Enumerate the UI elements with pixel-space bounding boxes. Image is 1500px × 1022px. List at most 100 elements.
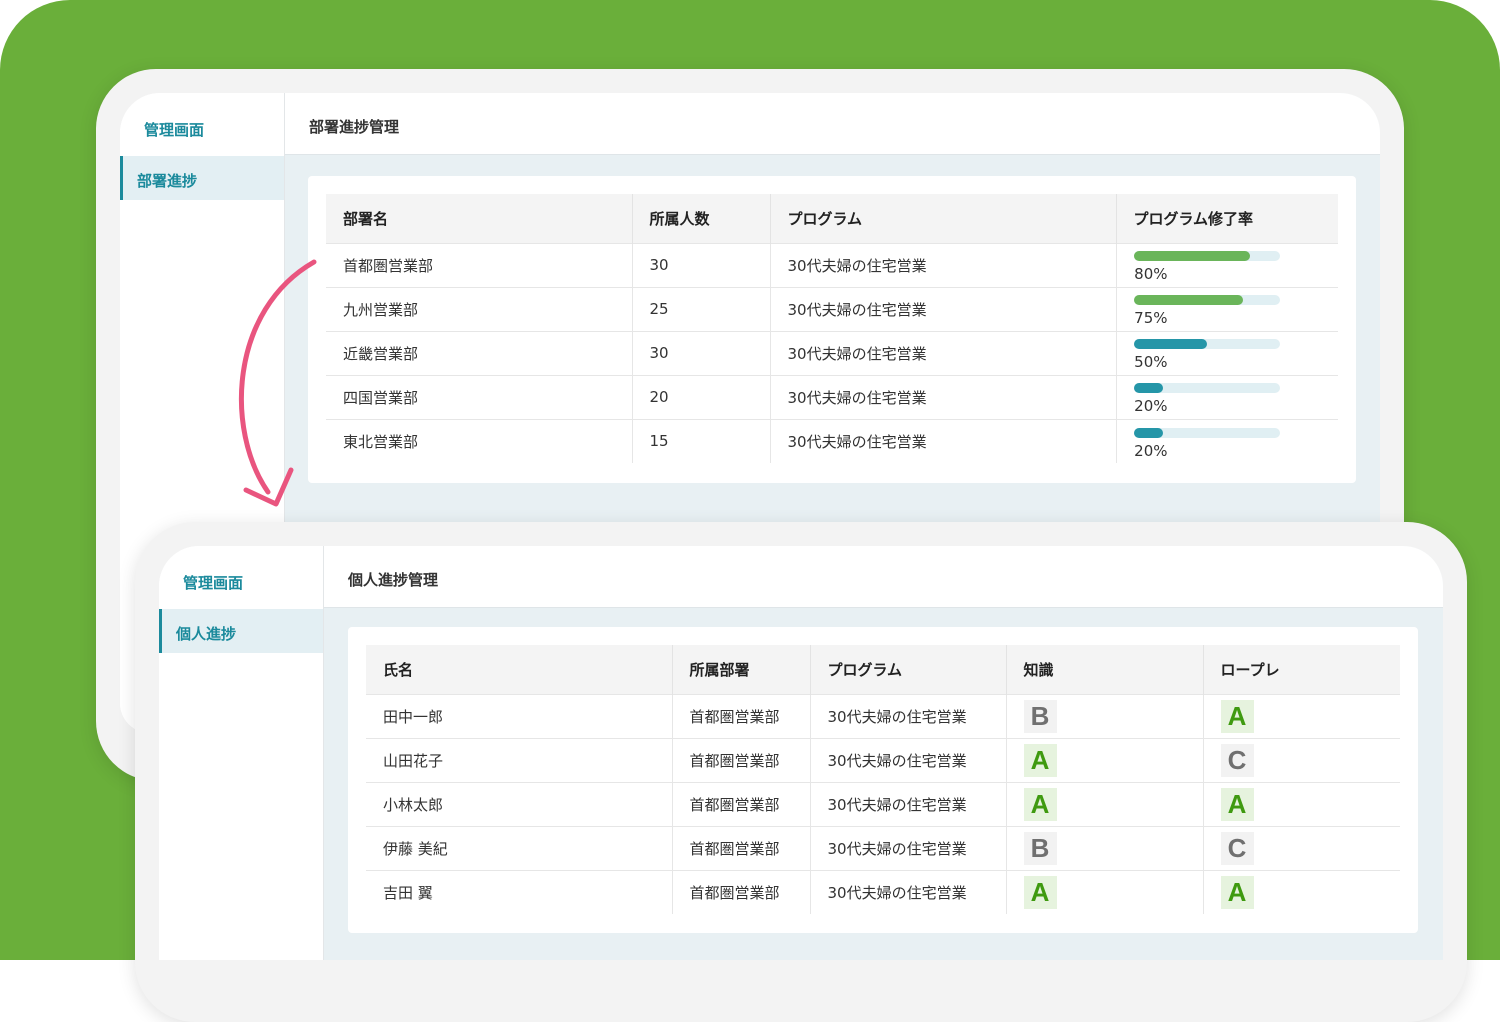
dept-name: 東北営業部 bbox=[326, 418, 633, 463]
completion-rate: 20% bbox=[1116, 374, 1338, 419]
rate-label: 20% bbox=[1134, 397, 1168, 416]
table-row: 近畿営業部 30 30代夫婦の住宅営業 50% bbox=[326, 330, 1338, 375]
knowledge-cell: A bbox=[1006, 781, 1204, 826]
table-row: 九州営業部 25 30代夫婦の住宅営業 75% bbox=[326, 286, 1338, 331]
roleplay-grade-badge: A bbox=[1220, 875, 1254, 909]
program-name: 30代夫婦の住宅営業 bbox=[810, 781, 1007, 826]
roleplay-cell: A bbox=[1203, 869, 1400, 914]
roleplay-grade-badge: A bbox=[1220, 787, 1254, 821]
program-name: 30代夫婦の住宅営業 bbox=[770, 242, 1117, 287]
program-name: 30代夫婦の住宅営業 bbox=[810, 869, 1007, 914]
program-name: 30代夫婦の住宅営業 bbox=[810, 737, 1007, 782]
knowledge-cell: A bbox=[1006, 737, 1204, 782]
sidebar-item-dept-progress[interactable]: 部署進捗 bbox=[120, 156, 284, 200]
col-rate: プログラム修了率 bbox=[1116, 194, 1338, 243]
knowledge-grade-badge: A bbox=[1023, 743, 1057, 777]
progress-bar bbox=[1133, 339, 1280, 350]
progress-bar bbox=[1133, 383, 1280, 394]
dept-name: 近畿営業部 bbox=[326, 330, 633, 375]
page-title: 部署進捗管理 bbox=[285, 93, 1380, 155]
person-name: 小林太郎 bbox=[366, 781, 673, 826]
person-table: 氏名 所属部署 プログラム 知識 ロープレ 田中一郎 首都圏営業部 30代夫婦の住宅… bbox=[366, 645, 1400, 914]
dept-name: 九州営業部 bbox=[326, 286, 633, 331]
sidebar-title: 管理画面 bbox=[183, 574, 244, 592]
knowledge-cell: A bbox=[1006, 869, 1204, 914]
person-name: 吉田 翼 bbox=[366, 869, 673, 914]
progress-fill bbox=[1133, 427, 1163, 438]
knowledge-cell: B bbox=[1006, 693, 1204, 738]
main: 個人進捗管理 氏名 所属部署 プログラム 知識 ロープレ 田中一郎 首都圏営業部 3… bbox=[324, 546, 1443, 960]
dept-name: 首都圏営業部 bbox=[672, 825, 811, 870]
person-name: 伊藤 美紀 bbox=[366, 825, 673, 870]
rate-label: 50% bbox=[1134, 353, 1168, 372]
rate-label: 75% bbox=[1134, 309, 1168, 328]
col-dept: 部署名 bbox=[326, 194, 633, 243]
knowledge-grade-badge: A bbox=[1023, 787, 1057, 821]
progress-fill bbox=[1133, 339, 1207, 350]
sidebar: 管理画面 個人進捗 bbox=[159, 546, 324, 960]
rate-label: 20% bbox=[1134, 441, 1168, 460]
completion-rate: 50% bbox=[1116, 330, 1338, 375]
col-name: 氏名 bbox=[366, 645, 673, 694]
member-count: 15 bbox=[632, 418, 771, 463]
roleplay-cell: A bbox=[1203, 781, 1400, 826]
col-members: 所属人数 bbox=[632, 194, 771, 243]
table-row: 山田花子 首都圏営業部 30代夫婦の住宅営業 A C bbox=[366, 737, 1400, 782]
knowledge-grade-badge: B bbox=[1023, 831, 1057, 865]
roleplay-grade-badge: A bbox=[1220, 699, 1254, 733]
dept-name: 首都圏営業部 bbox=[672, 869, 811, 914]
member-count: 20 bbox=[632, 374, 771, 419]
progress-fill bbox=[1133, 383, 1163, 394]
progress-bar bbox=[1133, 427, 1280, 438]
col-dept: 所属部署 bbox=[672, 645, 811, 694]
table-row: 伊藤 美紀 首都圏営業部 30代夫婦の住宅営業 B C bbox=[366, 825, 1400, 870]
progress-fill bbox=[1133, 295, 1243, 306]
program-name: 30代夫婦の住宅営業 bbox=[770, 330, 1117, 375]
completion-rate: 20% bbox=[1116, 418, 1338, 463]
roleplay-grade-badge: C bbox=[1220, 831, 1254, 865]
progress-fill bbox=[1133, 251, 1251, 262]
sidebar-title: 管理画面 bbox=[144, 121, 205, 139]
program-name: 30代夫婦の住宅営業 bbox=[810, 825, 1007, 870]
knowledge-grade-badge: A bbox=[1023, 875, 1057, 909]
dept-table: 部署名 所属人数 プログラム プログラム修了率 首都圏営業部 30 30代夫婦の住宅… bbox=[326, 194, 1338, 463]
dept-name: 首都圏営業部 bbox=[672, 693, 811, 738]
col-program: プログラム bbox=[810, 645, 1007, 694]
program-name: 30代夫婦の住宅営業 bbox=[770, 286, 1117, 331]
dept-name: 首都圏営業部 bbox=[672, 781, 811, 826]
roleplay-cell: C bbox=[1203, 737, 1400, 782]
knowledge-cell: B bbox=[1006, 825, 1204, 870]
person-table-card: 氏名 所属部署 プログラム 知識 ロープレ 田中一郎 首都圏営業部 30代夫婦の住宅… bbox=[348, 627, 1418, 933]
member-count: 25 bbox=[632, 286, 771, 331]
program-name: 30代夫婦の住宅営業 bbox=[770, 418, 1117, 463]
roleplay-grade-badge: C bbox=[1220, 743, 1254, 777]
member-count: 30 bbox=[632, 242, 771, 287]
rate-label: 80% bbox=[1134, 265, 1168, 284]
table-row: 田中一郎 首都圏営業部 30代夫婦の住宅営業 B A bbox=[366, 693, 1400, 738]
person-name: 田中一郎 bbox=[366, 693, 673, 738]
member-count: 30 bbox=[632, 330, 771, 375]
completion-rate: 75% bbox=[1116, 286, 1338, 331]
dept-name: 首都圏営業部 bbox=[326, 242, 633, 287]
table-row: 首都圏営業部 30 30代夫婦の住宅営業 80% bbox=[326, 242, 1338, 287]
knowledge-grade-badge: B bbox=[1023, 699, 1057, 733]
dept-table-card: 部署名 所属人数 プログラム プログラム修了率 首都圏営業部 30 30代夫婦の住宅… bbox=[308, 176, 1356, 483]
sidebar-item-person-progress[interactable]: 個人進捗 bbox=[159, 609, 323, 653]
flow-arrow-icon bbox=[238, 259, 317, 507]
completion-rate: 80% bbox=[1116, 242, 1338, 287]
page-title: 個人進捗管理 bbox=[324, 546, 1443, 608]
progress-bar bbox=[1133, 251, 1280, 262]
table-row: 吉田 翼首都圏営業部 30代夫婦の住宅営業 A A bbox=[366, 869, 1400, 914]
dept-name: 四国営業部 bbox=[326, 374, 633, 419]
table-row: 四国営業部 20 30代夫婦の住宅営業 20% bbox=[326, 374, 1338, 419]
col-knowledge: 知識 bbox=[1006, 645, 1204, 694]
program-name: 30代夫婦の住宅営業 bbox=[810, 693, 1007, 738]
col-program: プログラム bbox=[770, 194, 1117, 243]
dept-name: 首都圏営業部 bbox=[672, 737, 811, 782]
roleplay-cell: C bbox=[1203, 825, 1400, 870]
person-screen: 管理画面 個人進捗 個人進捗管理 氏名 所属部署 プログラム 知識 ロープレ 田… bbox=[159, 546, 1443, 960]
program-name: 30代夫婦の住宅営業 bbox=[770, 374, 1117, 419]
roleplay-cell: A bbox=[1203, 693, 1400, 738]
col-roleplay: ロープレ bbox=[1203, 645, 1400, 694]
table-row: 東北営業部 15 30代夫婦の住宅営業 20% bbox=[326, 418, 1338, 463]
